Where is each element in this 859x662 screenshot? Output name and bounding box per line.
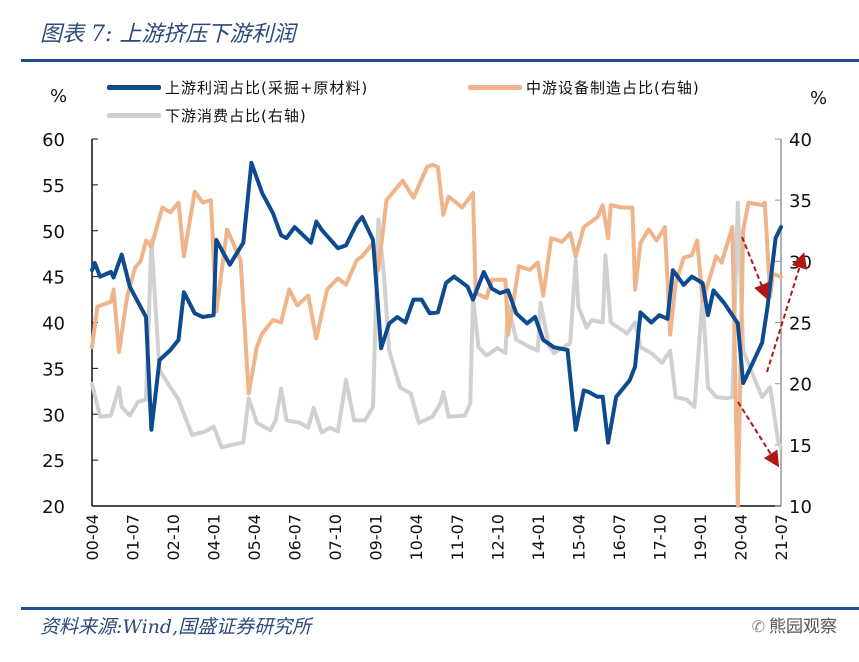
x-tick-label: 20-04 <box>731 514 750 561</box>
x-tick-label: 17-10 <box>650 514 669 561</box>
x-tick-label: 07-10 <box>326 514 345 561</box>
left-tick-label: 60 <box>42 130 65 151</box>
left-tick-label: 30 <box>42 405 65 426</box>
x-tick-label: 14-01 <box>529 514 548 561</box>
legend-swatch-midstream <box>468 85 522 90</box>
left-tick-label: 40 <box>42 314 65 335</box>
right-tick-label: 15 <box>789 436 812 457</box>
left-tick-label: 35 <box>42 359 65 380</box>
series-line-downstream <box>90 200 783 450</box>
watermark-text: 熊园观察 <box>769 617 837 637</box>
legend-label-midstream: 中游设备制造占比(右轴) <box>526 79 700 97</box>
left-tick-label: 25 <box>42 451 65 472</box>
x-tick-label: 02-10 <box>164 514 183 561</box>
left-tick-label: 20 <box>42 497 65 518</box>
x-tick-label: 06-07 <box>286 514 305 561</box>
x-tick-label: 11-07 <box>448 514 467 561</box>
x-tick-label: 10-04 <box>407 514 426 561</box>
watermark: ✆ 熊园观察 <box>752 612 837 637</box>
x-tick-label: 05-04 <box>245 514 264 561</box>
right-tick-label: 10 <box>789 497 812 518</box>
legend-item-upstream: 上游利润占比(采掘+原材料) <box>107 77 368 98</box>
right-tick-label: 40 <box>789 130 812 151</box>
series-line-midstream <box>90 162 783 508</box>
x-tick-label: 19-01 <box>691 514 710 561</box>
annotation-arrow-1 <box>741 236 769 300</box>
annotation-arrow-2 <box>766 252 808 373</box>
legend-label-upstream: 上游利润占比(采掘+原材料) <box>165 79 369 97</box>
source-note: 资料来源:Wind,国盛证券研究所 <box>40 616 312 638</box>
legend-item-midstream: 中游设备制造占比(右轴) <box>468 77 700 98</box>
left-tick-label: 55 <box>42 176 65 197</box>
x-tick-label: 15-04 <box>569 514 588 561</box>
legend-item-downstream: 下游消费占比(右轴) <box>107 105 307 126</box>
legend-swatch-downstream <box>107 113 161 118</box>
right-axis-unit: % <box>810 88 828 109</box>
series-line-upstream <box>90 160 783 445</box>
x-tick-label: 00-04 <box>83 514 102 561</box>
bottom-rule <box>21 607 859 610</box>
right-tick-label: 20 <box>789 375 812 396</box>
legend-label-downstream: 下游消费占比(右轴) <box>165 107 307 125</box>
x-tick-label: 21-07 <box>772 514 791 561</box>
right-tick-label: 35 <box>789 191 812 212</box>
annotation-arrow-3 <box>737 401 780 468</box>
x-tick-label: 04-01 <box>205 514 224 561</box>
x-tick-label: 16-07 <box>610 514 629 561</box>
wechat-icon: ✆ <box>751 617 765 636</box>
x-tick-label: 12-10 <box>488 514 507 561</box>
right-tick-label: 25 <box>789 314 812 335</box>
figure-title: 图表 7: 上游挤压下游利润 <box>40 22 296 47</box>
legend-swatch-upstream <box>107 85 161 90</box>
left-axis-unit: % <box>50 86 68 107</box>
left-tick-label: 50 <box>42 222 65 243</box>
top-rule <box>21 59 859 62</box>
left-tick-label: 45 <box>42 268 65 289</box>
x-tick-label: 09-01 <box>367 514 386 561</box>
x-tick-label: 01-07 <box>124 514 143 561</box>
